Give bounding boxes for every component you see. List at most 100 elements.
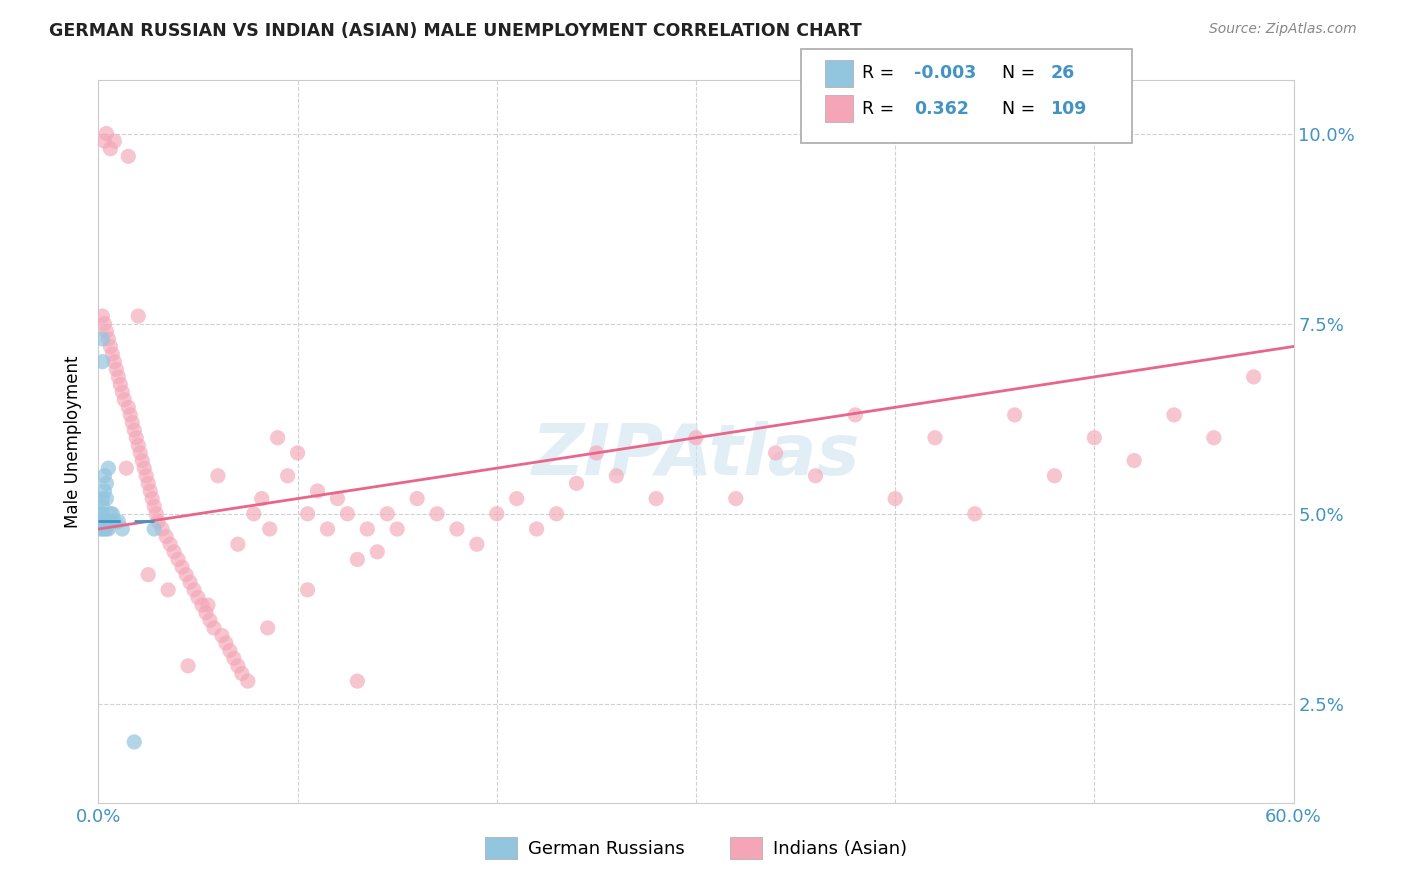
- Point: [426, 507, 449, 521]
- Point: [187, 591, 209, 605]
- Point: [117, 401, 139, 415]
- Point: [89, 515, 111, 529]
- Legend: German Russians, Indians (Asian): German Russians, Indians (Asian): [478, 830, 914, 866]
- Point: [111, 385, 134, 400]
- Point: [107, 370, 129, 384]
- Point: [406, 491, 429, 506]
- Point: [105, 362, 128, 376]
- Point: [98, 142, 122, 156]
- Point: [101, 347, 124, 361]
- Point: [150, 522, 173, 536]
- Point: [526, 522, 548, 536]
- Point: [346, 552, 368, 566]
- Point: [148, 515, 170, 529]
- Point: [167, 552, 190, 566]
- Point: [297, 507, 319, 521]
- Point: [96, 491, 118, 506]
- Point: [91, 491, 114, 506]
- Point: [93, 522, 115, 536]
- Point: [91, 332, 114, 346]
- Point: [236, 674, 259, 689]
- Point: [136, 567, 159, 582]
- Point: [297, 582, 319, 597]
- Point: [287, 446, 309, 460]
- Point: [375, 507, 398, 521]
- Point: [1202, 431, 1225, 445]
- Point: [316, 522, 339, 536]
- Text: 109: 109: [1050, 100, 1087, 118]
- Point: [804, 468, 827, 483]
- Point: [336, 507, 359, 521]
- Point: [103, 515, 125, 529]
- Point: [385, 522, 409, 536]
- Point: [226, 659, 249, 673]
- Point: [96, 476, 118, 491]
- Point: [326, 491, 349, 506]
- Point: [256, 621, 278, 635]
- Point: [565, 476, 588, 491]
- Point: [197, 598, 219, 612]
- Point: [1163, 408, 1185, 422]
- Point: [195, 606, 218, 620]
- Point: [231, 666, 253, 681]
- Point: [465, 537, 488, 551]
- Point: [267, 431, 290, 445]
- Point: [103, 354, 125, 368]
- Point: [585, 446, 607, 460]
- Point: [135, 468, 157, 483]
- Point: [91, 522, 114, 536]
- Point: [143, 522, 166, 536]
- Point: [179, 575, 201, 590]
- Point: [121, 416, 143, 430]
- Point: [356, 522, 378, 536]
- Point: [191, 598, 214, 612]
- Point: [155, 530, 177, 544]
- Point: [101, 515, 124, 529]
- Point: [124, 735, 146, 749]
- Text: R =: R =: [862, 100, 900, 118]
- Point: [1083, 431, 1105, 445]
- Point: [163, 545, 186, 559]
- Point: [1004, 408, 1026, 422]
- Point: [219, 643, 242, 657]
- Y-axis label: Male Unemployment: Male Unemployment: [65, 355, 83, 528]
- Point: [93, 317, 115, 331]
- Point: [145, 507, 167, 521]
- Text: -0.003: -0.003: [914, 64, 976, 82]
- Point: [605, 468, 627, 483]
- Point: [765, 446, 787, 460]
- Point: [346, 674, 368, 689]
- Point: [485, 507, 508, 521]
- Point: [136, 476, 159, 491]
- Point: [112, 392, 135, 407]
- Point: [103, 134, 125, 148]
- Point: [93, 134, 115, 148]
- Point: [366, 545, 388, 559]
- Point: [127, 438, 149, 452]
- Point: [131, 453, 153, 467]
- Text: Source: ZipAtlas.com: Source: ZipAtlas.com: [1209, 22, 1357, 37]
- Point: [110, 377, 132, 392]
- Point: [97, 522, 120, 536]
- Point: [250, 491, 273, 506]
- Point: [93, 468, 115, 483]
- Point: [97, 461, 120, 475]
- Point: [111, 522, 134, 536]
- Point: [277, 468, 299, 483]
- Point: [198, 613, 221, 627]
- Point: [226, 537, 249, 551]
- Point: [645, 491, 668, 506]
- Point: [446, 522, 468, 536]
- Point: [243, 507, 266, 521]
- Point: [172, 560, 194, 574]
- Point: [211, 628, 233, 642]
- Point: [97, 515, 120, 529]
- Point: [963, 507, 986, 521]
- Point: [202, 621, 225, 635]
- Point: [127, 309, 149, 323]
- Text: 26: 26: [1050, 64, 1074, 82]
- Point: [143, 499, 166, 513]
- Point: [101, 507, 124, 521]
- Point: [685, 431, 707, 445]
- Point: [89, 507, 111, 521]
